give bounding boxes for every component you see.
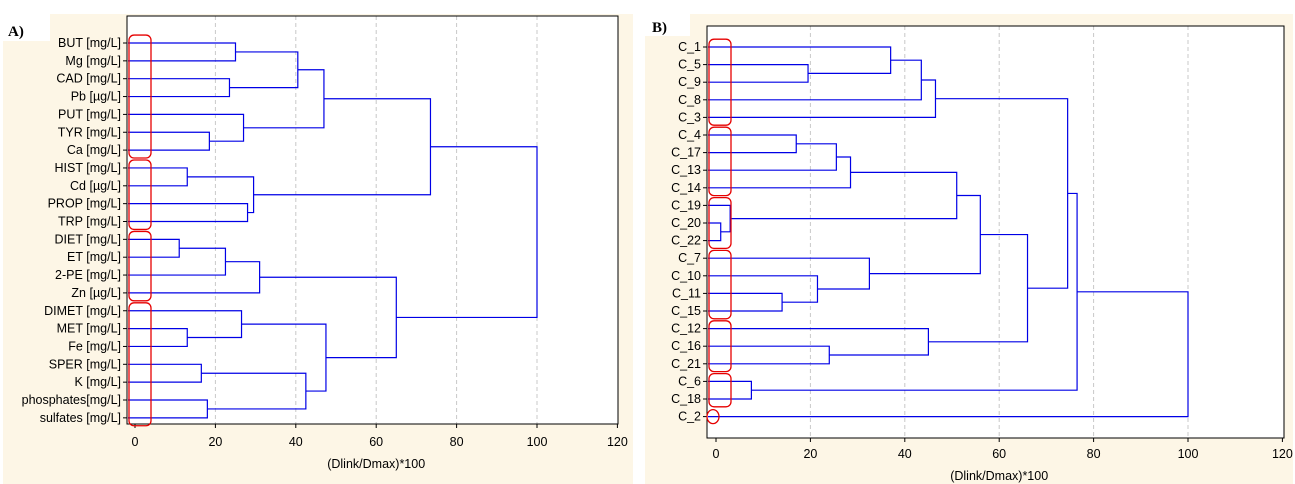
leaf-label: C_3: [678, 110, 701, 124]
leaf-label: C_2: [678, 410, 701, 424]
leaf-label: C_16: [671, 339, 701, 353]
leaf-label: C_7: [678, 251, 701, 265]
x-tick-label: 20: [803, 447, 817, 461]
leaf-label: C_10: [671, 269, 701, 283]
leaf-label: phosphates[mg/L]: [22, 393, 121, 407]
leaf-label: C_13: [671, 163, 701, 177]
cluster-highlight-box: [708, 126, 732, 197]
leaf-label: Ca [mg/L]: [67, 143, 121, 157]
x-tick-label: 40: [289, 435, 303, 449]
panel-label-area: [3, 14, 50, 41]
cluster-highlight-circle: [706, 408, 720, 425]
x-tick-label: 80: [450, 435, 464, 449]
leaf-label: BUT [mg/L]: [58, 36, 121, 50]
x-tick-label: 100: [527, 435, 548, 449]
leaf-label: C_22: [671, 234, 701, 248]
leaf-label: Fe [mg/L]: [68, 339, 121, 353]
cluster-highlight-box: [128, 230, 152, 302]
leaf-label: HIST [mg/L]: [55, 161, 121, 175]
x-tick-label: 60: [992, 447, 1006, 461]
leaf-label: sulfates [mg/L]: [40, 411, 121, 425]
leaf-label: TYR [mg/L]: [58, 125, 121, 139]
plot-area: [707, 26, 1284, 438]
x-axis-title: (Dlink/Dmax)*100: [950, 469, 1048, 483]
cluster-highlight-box: [128, 34, 152, 159]
leaf-label: C_8: [678, 93, 701, 107]
leaf-label: C_19: [671, 198, 701, 212]
leaf-label: K [mg/L]: [74, 375, 121, 389]
cluster-highlight-box: [708, 249, 732, 320]
x-tick-label: 120: [1272, 447, 1293, 461]
leaf-label: Cd [µg/L]: [70, 179, 121, 193]
leaf-label: Pb [µg/L]: [71, 90, 121, 104]
leaf-label: C_18: [671, 392, 701, 406]
leaf-label: C_6: [678, 374, 701, 388]
cluster-highlight-box: [708, 320, 732, 373]
leaf-label: Mg [mg/L]: [65, 54, 121, 68]
panel-b: B)C_1C_5C_9C_8C_3C_4C_17C_13C_14C_19C_20…: [645, 14, 1293, 484]
leaf-label: C_4: [678, 128, 701, 142]
leaf-label: C_14: [671, 181, 701, 195]
cluster-highlight-box: [708, 372, 732, 408]
leaf-label: C_5: [678, 58, 701, 72]
cluster-highlight-box: [128, 302, 152, 427]
leaf-label: PROP [mg/L]: [48, 197, 121, 211]
dendrogram-link: [396, 146, 538, 319]
panel-label: A): [8, 24, 24, 40]
leaf-label: C_21: [671, 357, 701, 371]
leaf-label: C_15: [671, 304, 701, 318]
leaf-label: ET [mg/L]: [67, 250, 121, 264]
x-axis-title: (Dlink/Dmax)*100: [327, 457, 425, 471]
leaf-label: SPER [mg/L]: [49, 357, 121, 371]
x-tick-label: 0: [713, 447, 720, 461]
plot-frame: [706, 25, 1285, 439]
cluster-highlight-box: [708, 196, 732, 250]
leaf-label: C_1: [678, 40, 701, 54]
plot-frame: [126, 15, 619, 425]
x-tick-label: 80: [1087, 447, 1101, 461]
dendrogram-link: [708, 291, 1189, 418]
leaf-label: C_17: [671, 146, 701, 160]
panel-a: A) BUT [mg/L] Mg [mg/L] CAD [mg/L] Pb [µg/L]…: [3, 14, 633, 484]
leaf-label: CAD [mg/L]: [56, 72, 121, 86]
leaf-label: Zn [µg/L]: [71, 286, 121, 300]
panel-label-area: [645, 14, 690, 36]
leaf-label: MET [mg/L]: [57, 322, 121, 336]
x-tick-label: 20: [208, 435, 222, 449]
leaf-label: PUT [mg/L]: [58, 107, 121, 121]
leaf-label: DIMET [mg/L]: [44, 304, 121, 318]
leaf-label: TRP [mg/L]: [58, 215, 121, 229]
leaf-label: DIET [mg/L]: [55, 232, 121, 246]
cluster-highlight-box: [708, 38, 732, 126]
leaf-label: C_12: [671, 322, 701, 336]
cluster-highlight-box: [128, 159, 152, 231]
x-tick-label: 40: [898, 447, 912, 461]
leaf-label: C_9: [678, 75, 701, 89]
panel-label: B): [652, 20, 667, 36]
x-tick-label: 120: [607, 435, 628, 449]
x-tick-label: 0: [132, 435, 139, 449]
x-tick-label: 60: [369, 435, 383, 449]
x-tick-label: 100: [1178, 447, 1199, 461]
plot-area: [127, 16, 618, 424]
leaf-label: 2-PE [mg/L]: [55, 268, 121, 282]
leaf-label: C_11: [672, 286, 701, 300]
leaf-label: C_20: [671, 216, 701, 230]
